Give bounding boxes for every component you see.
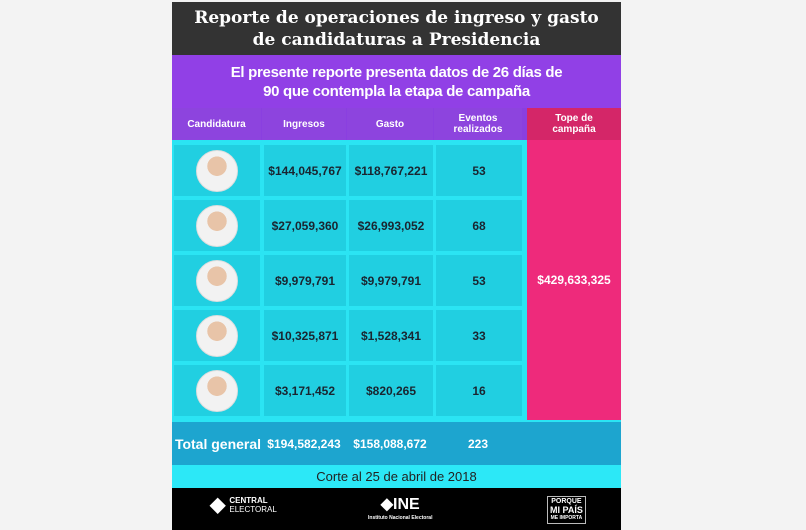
header-tope: Tope de campaña bbox=[527, 108, 621, 140]
title-line: de candidaturas a Presidencia bbox=[252, 30, 541, 50]
ine-logo: ◆INE Instituto Nacional Electoral bbox=[368, 496, 432, 523]
total-ingresos: $194,582,243 bbox=[267, 436, 341, 451]
cell-eventos: 53 bbox=[436, 145, 522, 196]
candidate-avatar bbox=[196, 314, 238, 357]
candidate-avatar bbox=[196, 149, 238, 192]
header-candidatura: Candidatura bbox=[172, 108, 261, 140]
candidate-avatar bbox=[196, 259, 238, 302]
central-electoral-icon: ◆ bbox=[210, 493, 226, 516]
cell-gasto: $820,265 bbox=[349, 365, 433, 416]
tope-value: $429,633,325 bbox=[537, 273, 611, 287]
total-row: Total general $194,582,243 $158,088,672 … bbox=[172, 422, 621, 465]
candidate-photo-cell bbox=[174, 365, 260, 416]
header-gasto: Gasto bbox=[347, 108, 433, 140]
tope-column: Tope de campaña $429,633,325 bbox=[527, 108, 621, 420]
cell-ingresos: $144,045,767 bbox=[264, 145, 346, 196]
logo-text: Instituto Nacional Electoral bbox=[368, 515, 433, 521]
candidate-photo-cell bbox=[174, 145, 260, 196]
subtitle-line: El presente reporte presenta datos de 26… bbox=[230, 64, 563, 81]
cell-ingresos: $3,171,452 bbox=[264, 365, 346, 416]
cell-ingresos: $9,979,791 bbox=[264, 255, 346, 306]
cell-eventos: 53 bbox=[436, 255, 522, 306]
title-line: Reporte de operaciones de ingreso y gast… bbox=[194, 8, 599, 28]
cutoff-date: Corte al 25 de abril de 2018 bbox=[172, 465, 621, 488]
cell-gasto: $1,528,341 bbox=[349, 310, 433, 361]
subtitle-line: 90 que contempla la etapa de campaña bbox=[263, 83, 530, 100]
cell-eventos: 33 bbox=[436, 310, 522, 361]
total-eventos: 223 bbox=[467, 436, 489, 451]
report-subtitle: El presente reporte presenta datos de 26… bbox=[172, 55, 621, 108]
central-electoral-logo: ◆ CENTRAL ELECTORAL bbox=[210, 493, 277, 516]
logo-text: CENTRAL bbox=[229, 496, 268, 505]
logo-text: PORQUE bbox=[551, 498, 582, 505]
header-eventos: Eventos realizados bbox=[434, 108, 522, 140]
porque-mi-pais-logo: PORQUE MI PAÍS ME IMPORTA bbox=[547, 496, 586, 524]
total-gasto: $158,088,672 bbox=[353, 436, 427, 451]
logo-text: INE bbox=[393, 496, 420, 513]
ine-icon: ◆ bbox=[380, 496, 394, 513]
candidate-photo-cell bbox=[174, 200, 260, 251]
logo-text: MI PAÍS bbox=[550, 505, 583, 515]
logo-text: ME IMPORTA bbox=[550, 515, 583, 521]
candidate-avatar bbox=[196, 369, 238, 412]
cell-gasto: $9,979,791 bbox=[349, 255, 433, 306]
cell-gasto: $118,767,221 bbox=[349, 145, 433, 196]
cell-eventos: 68 bbox=[436, 200, 522, 251]
total-label: Total general bbox=[174, 435, 262, 452]
cell-eventos: 16 bbox=[436, 365, 522, 416]
report-title: Reporte de operaciones de ingreso y gast… bbox=[172, 2, 621, 55]
footer: ◆ CENTRAL ELECTORAL ◆INE Instituto Nacion… bbox=[172, 488, 621, 530]
candidate-photo-cell bbox=[174, 255, 260, 306]
cell-ingresos: $10,325,871 bbox=[264, 310, 346, 361]
infographic: Reporte de operaciones de ingreso y gast… bbox=[172, 2, 621, 530]
logo-text: ELECTORAL bbox=[229, 505, 277, 514]
candidate-avatar bbox=[196, 204, 238, 247]
cell-ingresos: $27,059,360 bbox=[264, 200, 346, 251]
cell-gasto: $26,993,052 bbox=[349, 200, 433, 251]
header-ingresos: Ingresos bbox=[262, 108, 346, 140]
candidate-photo-cell bbox=[174, 310, 260, 361]
